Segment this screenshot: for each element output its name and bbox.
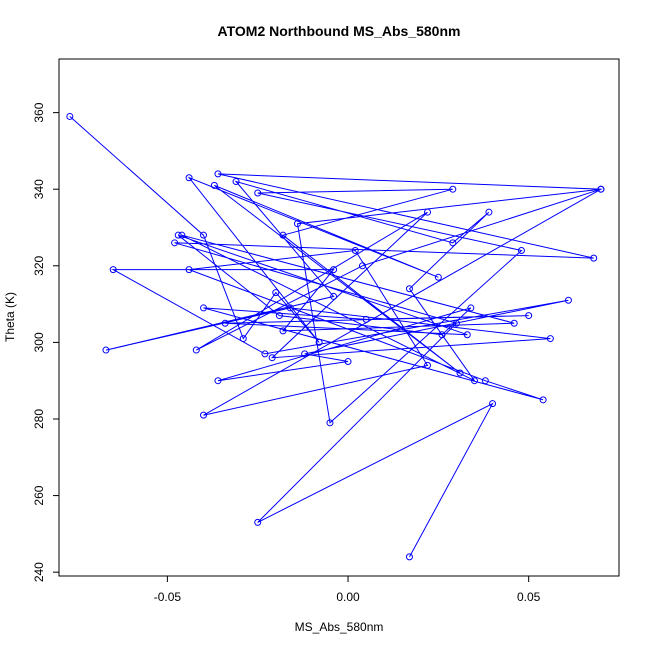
data-point [434, 273, 442, 281]
data-point [174, 231, 182, 239]
y-tick-label: 240 [32, 562, 46, 582]
data-point [449, 185, 457, 193]
x-tick-label: -0.05 [154, 590, 182, 604]
data-point [286, 304, 294, 312]
data-point [279, 231, 287, 239]
data-point [485, 208, 493, 216]
data-point [171, 239, 179, 247]
data-point [467, 304, 475, 312]
data-point [481, 377, 489, 385]
data-point [200, 304, 208, 312]
data-point [456, 369, 464, 377]
data-point [546, 335, 554, 343]
chart-title: ATOM2 Northbound MS_Abs_580nm [218, 23, 461, 39]
data-point [301, 350, 309, 358]
data-point [254, 518, 262, 526]
data-point [275, 312, 283, 320]
x-tick-label: 0.00 [336, 590, 360, 604]
data-point [293, 220, 301, 228]
data-point [178, 231, 186, 239]
data-point [254, 189, 262, 197]
data-point [315, 338, 323, 346]
data-point [185, 174, 193, 182]
data-point [525, 312, 533, 320]
data-point [351, 246, 359, 254]
data-point [452, 319, 460, 327]
data-point [463, 331, 471, 339]
y-tick-label: 280 [32, 409, 46, 429]
data-point [597, 185, 605, 193]
data-point [214, 377, 222, 385]
y-tick-label: 300 [32, 332, 46, 352]
data-point [362, 315, 370, 323]
data-point [539, 396, 547, 404]
data-point [358, 262, 366, 270]
data-point [239, 335, 247, 343]
data-point [66, 112, 74, 120]
data-point [261, 350, 269, 358]
data-point [405, 285, 413, 293]
data-point [279, 327, 287, 335]
data-point [200, 411, 208, 419]
data-point [268, 354, 276, 362]
data-point [438, 331, 446, 339]
data-point [326, 419, 334, 427]
data-point [232, 178, 240, 186]
y-tick-label: 260 [32, 485, 46, 505]
y-axis: 240 260 280 300 320 340 360 [32, 102, 59, 582]
data-point [517, 246, 525, 254]
x-tick-label: 0.05 [517, 590, 541, 604]
data-point [330, 266, 338, 274]
x-axis: -0.05 0.00 0.05 [154, 576, 541, 604]
data-point [330, 292, 338, 300]
y-axis-label: Theta (K) [3, 292, 17, 342]
y-tick-label: 340 [32, 179, 46, 199]
data-point [200, 231, 208, 239]
y-tick-label: 360 [32, 102, 46, 122]
data-point [109, 266, 117, 274]
series-line [69, 116, 603, 558]
data-point [272, 289, 280, 297]
data-point [424, 208, 432, 216]
data-point [405, 553, 413, 561]
x-axis-label: MS_Abs_580nm [295, 620, 384, 634]
data-point [102, 346, 110, 354]
data-point [192, 346, 200, 354]
data-point [489, 400, 497, 408]
y-tick-label: 320 [32, 255, 46, 275]
data-layer [66, 112, 605, 561]
data-point [210, 181, 218, 189]
data-point [470, 377, 478, 385]
data-point [590, 254, 598, 262]
data-point [214, 170, 222, 178]
data-point [344, 358, 352, 366]
data-point [221, 319, 229, 327]
data-point [510, 319, 518, 327]
data-point [424, 361, 432, 369]
data-point [564, 296, 572, 304]
data-point [185, 266, 193, 274]
data-point [449, 239, 457, 247]
plot-frame [58, 58, 620, 577]
